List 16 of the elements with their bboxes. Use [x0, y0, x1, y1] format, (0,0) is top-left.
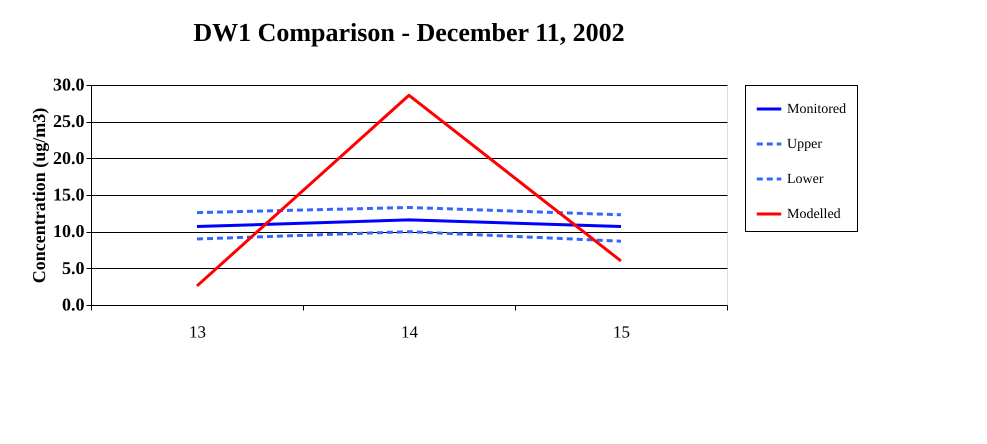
x-tick-label: 14: [401, 322, 418, 342]
legend-label: Modelled: [787, 207, 841, 222]
x-tick-label: 15: [613, 322, 630, 342]
y-tick-label: 15.0: [53, 184, 84, 204]
y-tick-label: 25.0: [53, 111, 84, 132]
x-tick-label: 13: [189, 322, 206, 342]
legend-label: Monitored: [787, 102, 846, 117]
chart-title: DW1 Comparison - December 11, 2002: [193, 18, 625, 47]
legend-label: Lower: [787, 172, 824, 187]
y-tick-label: 30.0: [53, 74, 84, 94]
y-tick-label: 0.0: [62, 294, 84, 314]
y-axis-title: Concentration (ug/m3): [29, 108, 49, 284]
legend-label: Upper: [787, 137, 822, 152]
y-tick-label: 20.0: [53, 148, 84, 168]
y-tick-label: 10.0: [53, 221, 84, 242]
y-tick-label: 5.0: [62, 258, 84, 278]
